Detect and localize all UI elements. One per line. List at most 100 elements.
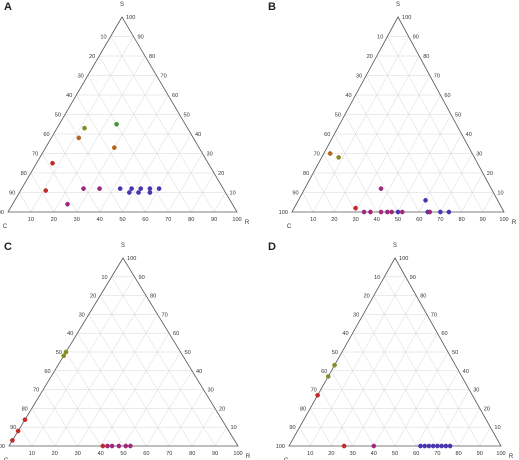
grid-line [461, 172, 484, 213]
tick-label-s: 60 [172, 93, 178, 99]
grid-line [31, 408, 56, 447]
tick-label-r: 20 [328, 451, 334, 457]
grid-line [320, 389, 353, 447]
tick-label-s: 80 [149, 54, 155, 60]
grid-line [440, 153, 473, 213]
tick-label-c: 60 [321, 369, 327, 375]
data-point [427, 209, 433, 215]
tick-label-c: 10 [377, 35, 383, 41]
data-point [446, 209, 452, 215]
data-point [443, 443, 449, 449]
vertex-label-c: C [284, 458, 289, 460]
tick-label-s: 50 [455, 113, 461, 119]
data-point [81, 186, 86, 191]
vertex-label-s: S [120, 2, 124, 8]
tick-label-c: 20 [90, 294, 96, 300]
grid-line [76, 75, 157, 213]
tick-label-r: 40 [96, 217, 102, 223]
tick-label-r: 100 [499, 217, 508, 223]
tick-label-s: 20 [487, 171, 493, 177]
ternary-panel-A: 10 10 10 20 20 20 30 30 30 40 40 40 50 50 50 60 60 60 70 70… [0, 1, 250, 230]
tick-label-s: 10 [230, 191, 236, 197]
data-point [378, 209, 384, 215]
tick-label-c: 50 [332, 350, 338, 356]
tick-label-r: 20 [51, 217, 57, 223]
tick-label-s: 10 [231, 425, 237, 431]
ternary-panel-D: 10 10 10 20 20 20 30 30 30 40 40 40 50 50 50 60 60 60 70 70… [268, 241, 514, 460]
grid-line [334, 133, 378, 213]
data-point [327, 151, 333, 156]
data-point [136, 190, 141, 195]
data-point [82, 125, 87, 131]
data-point [147, 190, 153, 195]
ternary-frame [7, 16, 238, 213]
tick-label-s: 10 [494, 425, 500, 431]
data-point [43, 188, 49, 193]
tick-label-s: 30 [207, 152, 213, 158]
grid-line [387, 36, 484, 213]
data-point [430, 443, 436, 449]
data-point [361, 209, 367, 215]
data-point [100, 443, 106, 449]
grid-line [54, 370, 101, 447]
tick-label-c: 90 [289, 425, 295, 431]
ternary-panel-C: 10 10 10 20 20 20 30 30 30 40 40 40 50 50 50 60 60 60 70 70… [0, 241, 251, 460]
data-point [50, 160, 55, 166]
tick-label-s: 60 [441, 331, 447, 337]
grid-line [352, 314, 428, 447]
tick-label-r: 100 [496, 451, 505, 457]
tick-label-r: 70 [165, 217, 171, 223]
grid-line [309, 408, 332, 447]
grid-line [122, 114, 180, 213]
tick-label-s: 90 [139, 275, 145, 281]
tick-label-r: 70 [434, 451, 440, 457]
data-point [385, 209, 390, 215]
tick-label-c: 30 [78, 74, 84, 80]
grid-line [77, 314, 158, 447]
tick-label-s: 20 [218, 171, 224, 177]
data-point [395, 209, 401, 215]
vertex-label-s: S [393, 243, 397, 249]
grid-line [169, 389, 204, 447]
tick-label-c: 30 [356, 74, 362, 80]
tick-label-c: 40 [67, 331, 73, 337]
data-point [332, 362, 337, 368]
data-point [138, 186, 144, 191]
data-point [325, 374, 331, 379]
grid-line [323, 153, 356, 213]
tick-label-s: 40 [195, 132, 201, 138]
tick-label-s: 50 [184, 113, 190, 119]
tick-label-s: 60 [173, 331, 179, 337]
grid-line [437, 389, 470, 447]
grid-line [344, 114, 399, 213]
vertex-label-c: C [287, 224, 292, 230]
grid-line [312, 172, 335, 213]
tick-label-r: 20 [52, 451, 58, 457]
tick-label-c: 70 [33, 388, 39, 394]
tick-label-c: 60 [43, 132, 49, 138]
tick-label-c: 40 [342, 331, 348, 337]
tick-label-s: 100 [402, 15, 411, 21]
grid-line [331, 370, 375, 447]
grid-line [482, 192, 494, 213]
data-point [123, 443, 129, 449]
data-point [128, 443, 133, 449]
tick-label-c: 60 [324, 132, 330, 138]
data-point [114, 121, 119, 127]
data-point [336, 155, 341, 160]
grid-line [65, 351, 124, 447]
grid-line [397, 114, 452, 213]
tick-label-c: 70 [32, 152, 38, 158]
tick-label-s: 30 [476, 152, 482, 158]
grid-line [146, 370, 193, 447]
grid-line [299, 427, 311, 447]
tick-label-r: 90 [480, 217, 486, 223]
data-point [111, 145, 117, 150]
grid-line [362, 314, 438, 447]
tick-label-r: 70 [437, 217, 443, 223]
tick-label-s: 100 [127, 256, 136, 262]
grid-line [312, 36, 409, 213]
data-point [15, 428, 21, 434]
tick-label-r: 40 [374, 217, 380, 223]
ternary-panel-B: 10 10 10 20 20 20 30 30 30 40 40 40 50 50 50 60 60 60 70 70… [268, 1, 517, 230]
